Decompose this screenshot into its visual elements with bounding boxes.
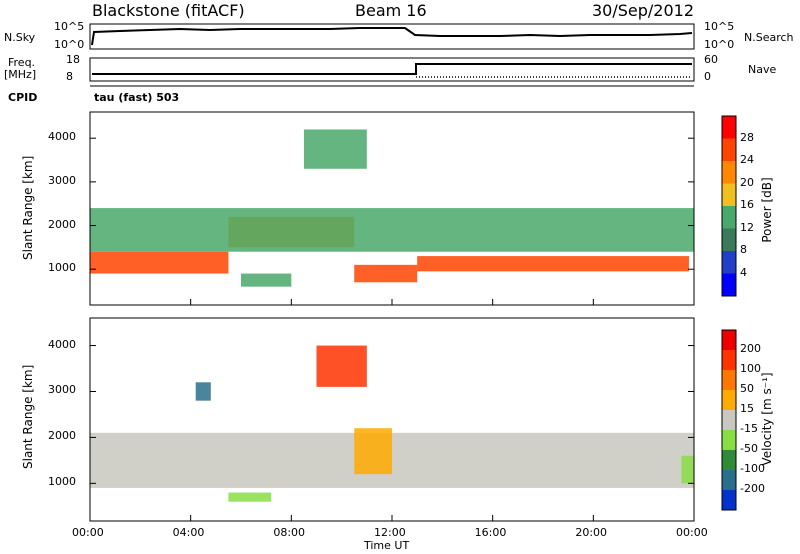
power-colorbar bbox=[721, 115, 737, 297]
freq-left-tick-bottom: 8 bbox=[66, 70, 73, 83]
xtick-label-1: 04:00 bbox=[172, 526, 205, 539]
velocity-colorbar-seg-1 bbox=[722, 350, 736, 370]
power-ytick-label-3: 4000 bbox=[48, 130, 76, 144]
velocity-colorbar-tick-6: -100 bbox=[740, 462, 765, 475]
velocity-colorbar-seg-0 bbox=[722, 330, 736, 350]
power-colorbar-frame bbox=[721, 115, 737, 297]
power-colorbar-seg-6 bbox=[722, 251, 736, 274]
noise-right-tick-top: 10^5 bbox=[704, 20, 735, 33]
power-marks bbox=[90, 129, 694, 287]
freq-line bbox=[92, 63, 692, 75]
velocity-colorbar-seg-8 bbox=[722, 490, 736, 510]
power-region-2 bbox=[354, 264, 418, 283]
power-colorbar-tick-4: 12 bbox=[740, 220, 754, 234]
velocity-ytick-label-1: 2000 bbox=[48, 429, 76, 443]
xtick-label-0: 00:00 bbox=[72, 526, 104, 539]
freq-left-tick-top: 18 bbox=[66, 53, 80, 66]
velocity-panel bbox=[89, 317, 695, 522]
velocity-frame bbox=[89, 317, 695, 522]
power-region-6 bbox=[303, 129, 367, 169]
cpid-value: tau (fast) 503 bbox=[94, 91, 180, 104]
velocity-ytick-label-2: 3000 bbox=[48, 383, 76, 397]
xlabel: Time UT bbox=[364, 539, 410, 552]
xtick-label-6: 00:00 bbox=[676, 526, 708, 539]
freq-left-label-1: Freq. bbox=[8, 56, 36, 69]
velocity-colorbar-seg-2 bbox=[722, 370, 736, 390]
power-colorbar-label: Power [dB] bbox=[760, 177, 774, 243]
power-panel bbox=[89, 111, 695, 306]
noise-panel bbox=[89, 23, 695, 50]
velocity-colorbar-tick-0: 200 bbox=[740, 342, 761, 355]
velocity-colorbar-seg-6 bbox=[722, 450, 736, 470]
velocity-colorbar-tick-5: -50 bbox=[740, 442, 758, 455]
velocity-colorbar-seg-7 bbox=[722, 470, 736, 490]
power-colorbar-tick-2: 20 bbox=[740, 175, 754, 189]
power-ytick-label-0: 1000 bbox=[48, 261, 76, 275]
power-region-4 bbox=[90, 208, 694, 252]
velocity-colorbar-tick-2: 50 bbox=[740, 382, 754, 395]
velocity-ylabel: Slant Range [km] bbox=[21, 364, 35, 469]
velocity-colorbar bbox=[721, 329, 737, 511]
noise-left-tick-top: 10^5 bbox=[54, 20, 85, 33]
xtick-label-2: 08:00 bbox=[273, 526, 306, 539]
power-colorbar-tick-0: 28 bbox=[740, 130, 754, 144]
date-title: 30/Sep/2012 bbox=[592, 1, 695, 20]
power-colorbar-tick-5: 8 bbox=[740, 243, 747, 256]
velocity-region-3 bbox=[195, 382, 211, 401]
velocity-colorbar-tick-3: 15 bbox=[740, 402, 754, 415]
xtick-label-3: 12:00 bbox=[374, 526, 406, 539]
noise-right-label: N.Search bbox=[744, 31, 794, 44]
power-colorbar-tick-6: 4 bbox=[740, 265, 747, 279]
freq-right-tick-bottom: 0 bbox=[704, 70, 711, 83]
velocity-region-5 bbox=[681, 455, 694, 484]
freq-right-label: Nave bbox=[748, 63, 777, 76]
freq-right-tick-top: 60 bbox=[704, 53, 718, 66]
freq-panel bbox=[89, 57, 695, 82]
power-ylabel: Slant Range [km] bbox=[21, 155, 35, 260]
xtick-label-5: 20:00 bbox=[575, 526, 608, 539]
power-ytick-label-2: 3000 bbox=[48, 173, 76, 187]
noise-frame bbox=[89, 23, 695, 50]
power-colorbar-tick-1: 24 bbox=[740, 153, 754, 166]
velocity-colorbar-tick-7: -200 bbox=[740, 482, 765, 495]
velocity-colorbar-seg-5 bbox=[722, 430, 736, 450]
power-colorbar-seg-7 bbox=[722, 273, 736, 296]
velocity-region-2 bbox=[316, 345, 367, 387]
power-colorbar-seg-4 bbox=[722, 206, 736, 229]
power-colorbar-seg-5 bbox=[722, 228, 736, 251]
power-region-0 bbox=[90, 251, 229, 274]
power-ytick-label-1: 2000 bbox=[48, 217, 76, 231]
power-colorbar-seg-1 bbox=[722, 138, 736, 161]
power-colorbar-seg-2 bbox=[722, 161, 736, 184]
noise-sky-line bbox=[91, 27, 693, 46]
freq-frame bbox=[89, 57, 695, 82]
velocity-region-4 bbox=[354, 428, 392, 475]
station-title: Blackstone (fitACF) bbox=[92, 1, 245, 20]
noise-left-label: N.Sky bbox=[4, 31, 36, 44]
noise-right-tick-bottom: 10^0 bbox=[704, 38, 735, 51]
velocity-region-1 bbox=[228, 492, 272, 502]
velocity-colorbar-seg-4 bbox=[722, 410, 736, 430]
velocity-marks bbox=[90, 345, 694, 502]
xtick-label-4: 16:00 bbox=[474, 526, 507, 539]
power-region-5 bbox=[241, 273, 292, 287]
power-colorbar-seg-0 bbox=[722, 116, 736, 139]
noise-left-tick-bottom: 10^0 bbox=[54, 38, 85, 51]
power-region-3 bbox=[417, 256, 689, 272]
power-colorbar-tick-3: 16 bbox=[740, 198, 754, 211]
velocity-ytick-label-0: 1000 bbox=[48, 475, 76, 489]
axes bbox=[89, 137, 695, 521]
cpid-label: CPID bbox=[8, 91, 38, 104]
velocity-ytick-label-3: 4000 bbox=[48, 337, 76, 351]
velocity-colorbar-frame bbox=[721, 329, 737, 511]
velocity-colorbar-tick-4: -15 bbox=[740, 422, 758, 435]
velocity-colorbar-label: Velocity [m s⁻¹] bbox=[760, 372, 774, 466]
beam-title: Beam 16 bbox=[355, 1, 427, 20]
velocity-colorbar-tick-1: 100 bbox=[740, 362, 761, 375]
freq-left-label-2: [MHz] bbox=[4, 68, 37, 81]
power-colorbar-seg-3 bbox=[722, 183, 736, 206]
velocity-colorbar-seg-3 bbox=[722, 390, 736, 410]
